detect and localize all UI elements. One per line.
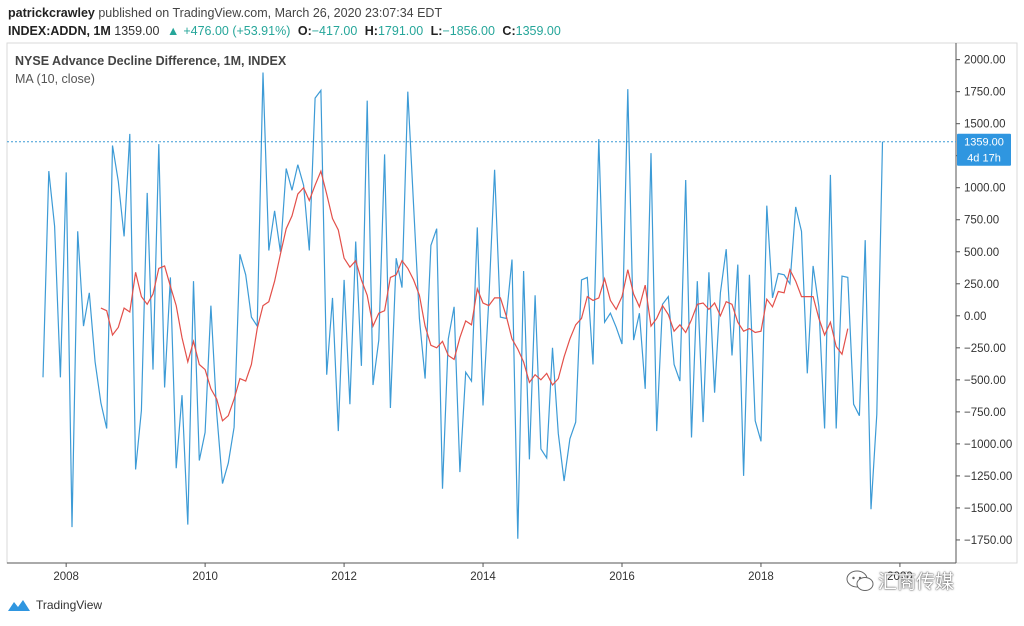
x-tick-label: 2020	[887, 571, 913, 583]
ohlc-line: INDEX:ADDN, 1M 1359.00 ▲ +476.00 (+53.91%…	[8, 22, 565, 40]
high-label: H:	[364, 24, 378, 38]
x-tick-label: 2010	[192, 571, 218, 583]
change-value: +476.00 (+53.91%)	[183, 24, 291, 38]
price-tag-value: 1359.00	[964, 137, 1004, 149]
x-tick-label: 2008	[53, 571, 79, 583]
symbol-label: INDEX:ADDN, 1M	[8, 24, 111, 38]
wechat-icon	[846, 570, 874, 591]
y-tick-label: −250.00	[964, 343, 1006, 355]
y-tick-label: −1500.00	[964, 503, 1012, 515]
x-tick-label: 2018	[748, 571, 774, 583]
x-tick-label: 2012	[331, 571, 357, 583]
y-axis-ticks: 2000.001750.001500.001250.001000.00750.0…	[956, 55, 1012, 547]
y-tick-label: −500.00	[964, 375, 1006, 387]
series-legend-title[interactable]: NYSE Advance Decline Difference, 1M, IND…	[15, 54, 287, 68]
x-axis-ticks: 2008 2010 2012 2014 2016 2018 2020	[53, 563, 913, 583]
series-line-ad-difference	[42, 72, 884, 539]
series-line-ma	[100, 169, 849, 422]
plot-frame	[6, 42, 1018, 564]
y-tick-label: −750.00	[964, 407, 1006, 419]
up-triangle-icon: ▲	[166, 24, 180, 38]
y-tick-label: 250.00	[964, 279, 999, 291]
close-value: 1359.00	[515, 24, 561, 38]
price-tag-box	[957, 133, 1011, 166]
y-tick-label: 0.00	[964, 311, 986, 323]
last-price: 1359.00	[114, 24, 160, 38]
watermark-text: 汇商传媒	[878, 572, 955, 593]
price-tag: 1359.00 4d 17h	[957, 133, 1011, 166]
publish-line: patrickcrawley published on TradingView.…	[8, 4, 565, 22]
y-tick-label: 750.00	[964, 215, 999, 227]
footer-brand[interactable]: TradingView	[36, 598, 103, 612]
x-tick-label: 2014	[470, 571, 496, 583]
price-tag-countdown: 4d 17h	[967, 153, 1001, 165]
tradingview-logo-icon[interactable]	[7, 598, 31, 612]
chart-header: patrickcrawley published on TradingView.…	[8, 4, 565, 40]
ma-legend[interactable]: MA (10, close)	[15, 72, 95, 86]
author-name[interactable]: patrickcrawley	[8, 6, 95, 20]
y-tick-label: 500.00	[964, 247, 999, 259]
close-label: C:	[502, 24, 516, 38]
footer: TradingView	[7, 598, 102, 612]
open-label: O:	[297, 24, 312, 38]
x-tick-label: 2016	[609, 571, 635, 583]
low-label: L:	[430, 24, 443, 38]
y-tick-label: −1250.00	[964, 471, 1012, 483]
y-tick-label: 2000.00	[964, 55, 1006, 67]
y-tick-label: −1000.00	[964, 439, 1012, 451]
y-tick-label: 1750.00	[964, 87, 1006, 99]
low-value: −1856.00	[442, 24, 495, 38]
watermark: 汇商传媒	[846, 567, 954, 594]
high-value: 1791.00	[377, 24, 424, 38]
y-tick-label: 1500.00	[964, 119, 1006, 131]
y-tick-label: 1000.00	[964, 183, 1006, 195]
y-tick-label: −1750.00	[964, 535, 1012, 547]
publish-info: published on TradingView.com, March 26, …	[98, 6, 443, 20]
open-value: −417.00	[311, 24, 358, 38]
